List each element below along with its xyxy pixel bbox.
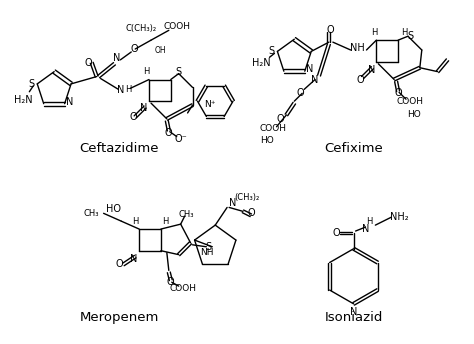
- Text: H: H: [366, 217, 373, 226]
- Text: N: N: [66, 97, 73, 107]
- Text: O: O: [165, 128, 173, 138]
- Text: HO: HO: [106, 204, 121, 214]
- Text: H: H: [132, 217, 138, 226]
- Text: H: H: [125, 85, 131, 94]
- Text: Cefixime: Cefixime: [324, 142, 383, 155]
- Text: CH₃: CH₃: [84, 209, 100, 218]
- Text: O: O: [296, 88, 304, 98]
- Text: N: N: [113, 53, 120, 63]
- Text: O: O: [332, 228, 340, 238]
- Text: NH: NH: [350, 43, 365, 53]
- Text: COOH: COOH: [396, 97, 423, 106]
- Text: O: O: [85, 58, 92, 68]
- Text: H: H: [162, 217, 168, 226]
- Text: N: N: [350, 307, 357, 317]
- Text: H: H: [401, 28, 407, 37]
- Text: O: O: [277, 114, 284, 124]
- Text: H: H: [143, 67, 149, 76]
- Text: C(CH₃)₂: C(CH₃)₂: [126, 24, 157, 33]
- Text: O: O: [357, 75, 365, 85]
- Text: O: O: [394, 88, 402, 98]
- Text: NH₂: NH₂: [390, 212, 409, 222]
- Text: Isoniazid: Isoniazid: [324, 311, 383, 324]
- Text: OH: OH: [155, 45, 167, 54]
- Text: N: N: [368, 65, 375, 75]
- Text: N: N: [117, 85, 124, 95]
- Text: O: O: [116, 259, 123, 269]
- Text: Meropenem: Meropenem: [80, 311, 159, 324]
- Text: COOH: COOH: [163, 22, 190, 31]
- Text: N: N: [306, 64, 313, 74]
- Text: S: S: [28, 79, 35, 89]
- Text: HO: HO: [260, 136, 273, 145]
- Text: O⁻: O⁻: [174, 133, 187, 143]
- Text: N: N: [229, 198, 237, 208]
- Text: COOH: COOH: [259, 124, 286, 133]
- Text: N: N: [129, 254, 137, 264]
- Text: S: S: [407, 31, 413, 41]
- Text: O: O: [247, 208, 255, 218]
- Text: S: S: [268, 46, 274, 56]
- Text: H₂N: H₂N: [252, 58, 271, 68]
- Text: O: O: [130, 44, 138, 54]
- Text: Ceftazidime: Ceftazidime: [80, 142, 159, 155]
- Text: N: N: [311, 75, 319, 85]
- Text: N⁺: N⁺: [205, 100, 216, 109]
- Text: COOH: COOH: [169, 283, 196, 293]
- Text: CH₃: CH₃: [179, 210, 194, 219]
- Text: S: S: [205, 242, 211, 252]
- Text: HO: HO: [407, 110, 421, 119]
- Text: H: H: [371, 28, 378, 37]
- Text: NH: NH: [201, 248, 214, 257]
- Text: O: O: [326, 25, 334, 35]
- Text: N: N: [362, 224, 369, 234]
- Text: H₂N: H₂N: [14, 95, 33, 105]
- Text: (CH₃)₂: (CH₃)₂: [234, 193, 259, 202]
- Text: O: O: [167, 277, 174, 287]
- Text: O: O: [129, 112, 137, 122]
- Text: S: S: [176, 67, 182, 77]
- Text: N: N: [140, 103, 148, 113]
